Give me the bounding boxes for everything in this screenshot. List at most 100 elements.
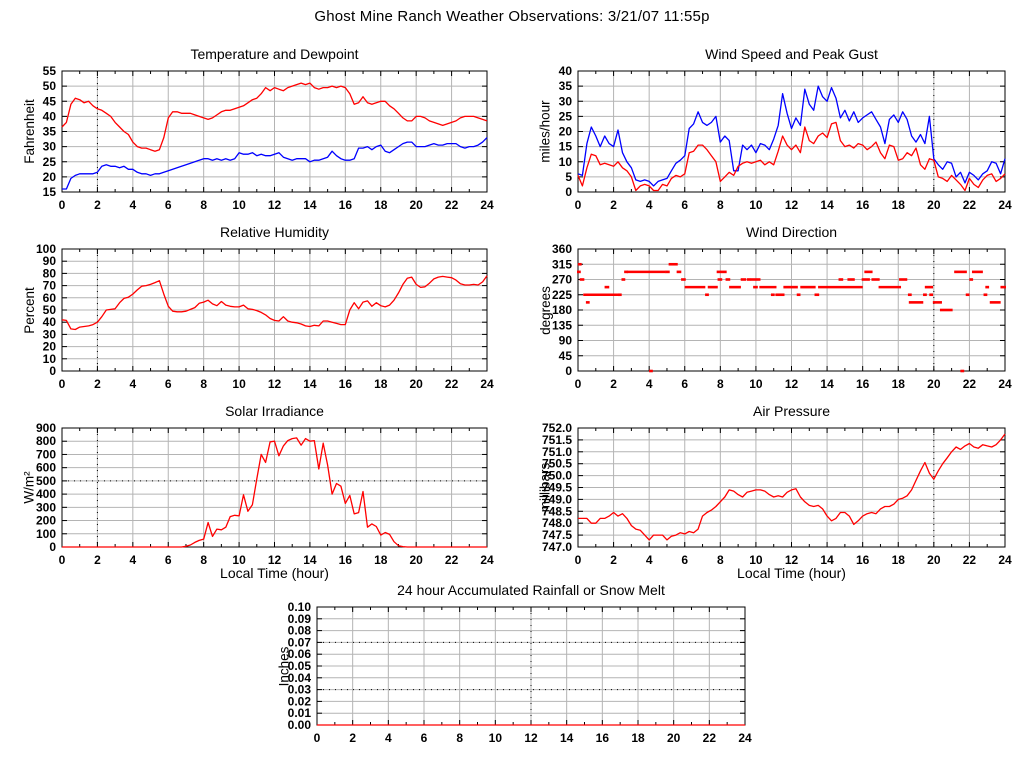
svg-text:180: 180 (552, 303, 572, 317)
chart-rainfall: 24 hour Accumulated Rainfall or Snow Mel… (259, 580, 759, 767)
svg-text:20: 20 (409, 198, 423, 212)
svg-text:12: 12 (785, 198, 799, 212)
svg-text:20: 20 (927, 553, 941, 567)
svg-text:8: 8 (717, 553, 724, 567)
svg-text:0: 0 (59, 198, 66, 212)
svg-text:225: 225 (552, 288, 572, 302)
svg-text:100: 100 (36, 242, 56, 256)
svg-text:2: 2 (610, 377, 617, 391)
svg-text:25: 25 (559, 109, 573, 123)
svg-text:24: 24 (480, 553, 494, 567)
svg-text:10: 10 (43, 352, 57, 366)
svg-text:20: 20 (409, 377, 423, 391)
svg-text:6: 6 (681, 198, 688, 212)
svg-text:0.04: 0.04 (288, 671, 312, 685)
svg-text:35: 35 (43, 125, 57, 139)
svg-text:15: 15 (559, 140, 573, 154)
svg-text:12: 12 (785, 553, 799, 567)
svg-text:0.05: 0.05 (288, 659, 312, 673)
svg-text:24: 24 (738, 731, 752, 745)
svg-text:22: 22 (445, 553, 459, 567)
svg-text:40: 40 (559, 64, 573, 78)
svg-text:50: 50 (43, 303, 57, 317)
svg-text:14: 14 (820, 377, 834, 391)
svg-text:30: 30 (43, 327, 57, 341)
svg-text:4: 4 (646, 198, 653, 212)
svg-text:8: 8 (717, 198, 724, 212)
svg-text:14: 14 (820, 198, 834, 212)
svg-text:200: 200 (36, 514, 56, 528)
svg-text:900: 900 (36, 421, 56, 435)
svg-text:14: 14 (560, 731, 574, 745)
svg-text:752.0: 752.0 (542, 421, 572, 435)
svg-text:16: 16 (339, 553, 353, 567)
svg-text:0: 0 (575, 377, 582, 391)
svg-text:60: 60 (43, 291, 57, 305)
svg-text:22: 22 (703, 731, 717, 745)
svg-text:2: 2 (349, 731, 356, 745)
svg-text:20: 20 (667, 731, 681, 745)
svg-text:12: 12 (268, 198, 282, 212)
svg-text:0.09: 0.09 (288, 612, 312, 626)
svg-text:16: 16 (856, 553, 870, 567)
svg-text:24: 24 (998, 553, 1012, 567)
svg-text:0: 0 (565, 185, 572, 199)
svg-text:20: 20 (43, 170, 57, 184)
svg-text:751.0: 751.0 (542, 445, 572, 459)
humidity-plot: 0 2 4 6 8 10 12 14 16 18 20 22 240102030405060708090… (36, 242, 494, 391)
svg-text:0: 0 (314, 731, 321, 745)
svg-text:6: 6 (165, 377, 172, 391)
svg-text:2: 2 (610, 553, 617, 567)
svg-text:270: 270 (552, 273, 572, 287)
svg-text:18: 18 (892, 553, 906, 567)
svg-text:750.0: 750.0 (542, 469, 572, 483)
svg-text:5: 5 (565, 170, 572, 184)
svg-text:18: 18 (374, 377, 388, 391)
svg-text:24: 24 (998, 377, 1012, 391)
svg-text:16: 16 (596, 731, 610, 745)
svg-text:2: 2 (94, 377, 101, 391)
svg-text:30: 30 (559, 94, 573, 108)
svg-text:10: 10 (232, 377, 246, 391)
svg-text:4: 4 (129, 198, 136, 212)
svg-text:10: 10 (232, 198, 246, 212)
svg-text:10: 10 (749, 377, 763, 391)
svg-text:16: 16 (856, 198, 870, 212)
svg-text:0: 0 (49, 540, 56, 554)
svg-text:16: 16 (339, 198, 353, 212)
svg-text:40: 40 (43, 315, 57, 329)
svg-text:8: 8 (200, 377, 207, 391)
svg-text:6: 6 (165, 198, 172, 212)
svg-text:22: 22 (445, 198, 459, 212)
svg-text:24: 24 (998, 198, 1012, 212)
svg-text:55: 55 (43, 64, 57, 78)
x-axis-label-pressure: Local Time (hour) (737, 565, 846, 581)
svg-text:20: 20 (43, 340, 57, 354)
svg-text:748.0: 748.0 (542, 516, 572, 530)
svg-text:700: 700 (36, 447, 56, 461)
svg-text:2: 2 (94, 553, 101, 567)
svg-text:80: 80 (43, 266, 57, 280)
svg-text:0.06: 0.06 (288, 647, 312, 661)
svg-text:14: 14 (303, 198, 317, 212)
svg-text:2: 2 (610, 198, 617, 212)
svg-text:748.5: 748.5 (542, 504, 572, 518)
svg-text:400: 400 (36, 487, 56, 501)
svg-text:24: 24 (480, 198, 494, 212)
svg-text:0: 0 (49, 364, 56, 378)
chart-title-wind-direction: Wind Direction (745, 224, 838, 240)
svg-text:4: 4 (129, 553, 136, 567)
svg-text:0: 0 (575, 553, 582, 567)
svg-text:4: 4 (385, 731, 392, 745)
svg-text:0.00: 0.00 (288, 718, 312, 732)
svg-text:20: 20 (927, 377, 941, 391)
svg-text:0.08: 0.08 (288, 624, 312, 638)
svg-text:22: 22 (963, 198, 977, 212)
svg-text:12: 12 (785, 377, 799, 391)
svg-text:0: 0 (59, 553, 66, 567)
svg-text:0.01: 0.01 (288, 706, 312, 720)
chart-humidity: Relative Humidity Percent 0 2 4 6 8 10 12 14 16 1… (4, 222, 501, 413)
chart-title-humidity: Relative Humidity (220, 224, 329, 240)
